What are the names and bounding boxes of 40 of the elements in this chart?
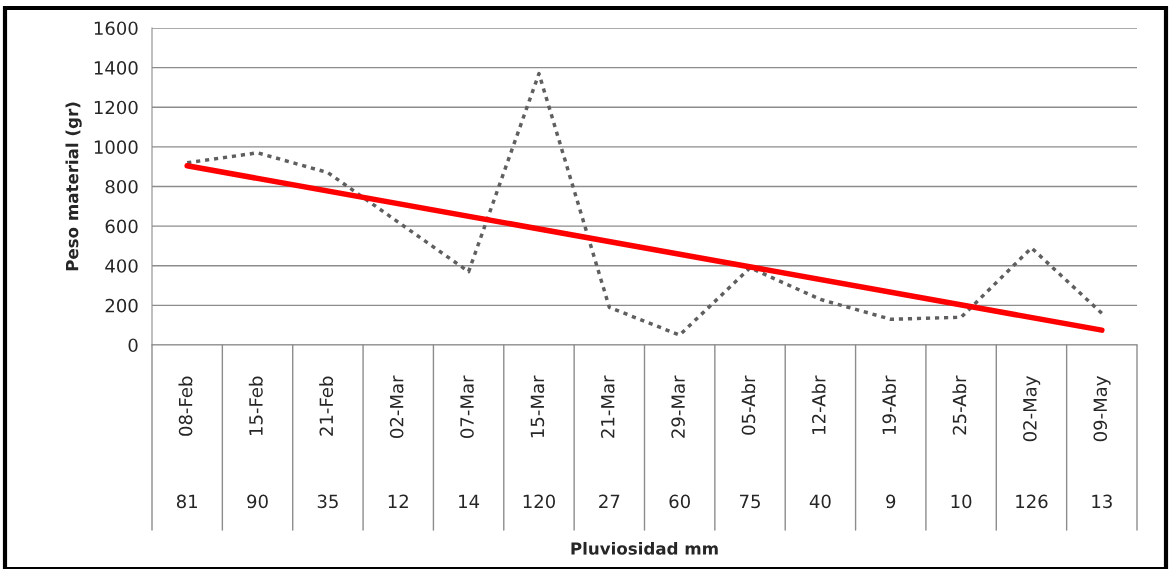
y-tick-label: 1400 <box>94 61 138 75</box>
x-tick-label: 21-Mar <box>600 375 615 438</box>
text: 9 <box>886 494 896 509</box>
x-tick-label: 02-Mar <box>389 375 404 438</box>
text: Pluviosidad mm <box>571 541 718 555</box>
y-tick-label: 1000 <box>94 140 138 154</box>
x-tick-label: 15-Feb <box>248 376 263 436</box>
y-tick-label: 0 <box>128 338 138 353</box>
text: 120 <box>523 494 555 509</box>
x-tick-label: 05-Abr <box>741 375 756 435</box>
y-tick-label: 800 <box>105 179 138 194</box>
text: 90 <box>247 494 268 509</box>
x-tick-label: 12-Abr <box>811 375 826 434</box>
text: 10 <box>951 494 972 509</box>
x-tick-label: 02-May <box>1023 376 1041 442</box>
x-tick-label: 21-Feb <box>319 376 334 436</box>
text: 27 <box>599 494 620 508</box>
x-tick-label: 15-Mar <box>530 375 545 438</box>
x-tick-label: 29-Mar <box>671 375 685 438</box>
x-tick-label: 25-Abr <box>952 375 967 435</box>
text: 35 <box>317 494 338 509</box>
text: 81 <box>176 494 197 509</box>
text: 60 <box>669 494 690 509</box>
text: 126 <box>1016 494 1048 509</box>
text: 40 <box>809 494 831 509</box>
x-tick-label: 07-Mar <box>460 375 474 438</box>
y-tick-label: 200 <box>105 298 138 313</box>
y-axis-title: Peso material (gr) <box>65 102 82 271</box>
x-tick-label: 09-May <box>1093 376 1111 442</box>
line-series <box>185 71 1104 337</box>
text: 75 <box>740 494 760 509</box>
y-tick-label: 1600 <box>94 21 138 36</box>
text: 12 <box>388 494 408 508</box>
x-tick-label: 19-Abr <box>882 375 896 434</box>
y-tick-label: 400 <box>105 259 138 273</box>
text: 13 <box>1092 494 1112 509</box>
y-tick-label: 600 <box>105 219 138 234</box>
y-tick-label: 1200 <box>94 100 138 115</box>
text: 14 <box>459 494 480 508</box>
x-tick-label: 08-Feb <box>178 376 193 436</box>
